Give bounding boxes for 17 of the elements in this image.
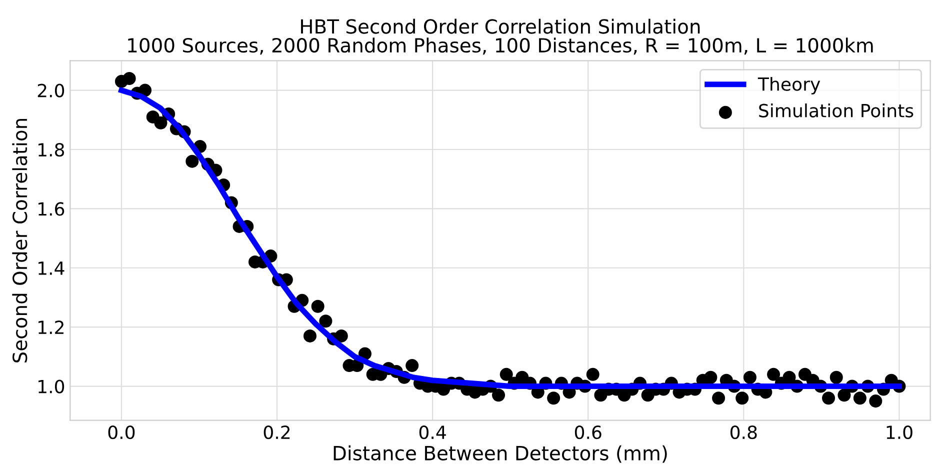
x-axis-title: Distance Between Detectors (mm)	[334, 445, 667, 463]
x-tick-label: 0.0	[108, 425, 135, 440]
y-axis-title: Second Order Correlation	[12, 118, 28, 362]
x-tick-label: 0.2	[264, 425, 290, 440]
y-tick-label: 1.8	[38, 142, 64, 157]
x-tick-label: 0.8	[730, 425, 757, 440]
legend-label: Simulation Points	[759, 103, 914, 118]
chart-title: HBT Second Order Correlation Simulation 1000 Sources, 2000 Random Phases, 100 Distances, R = 100m, L = 1000km	[128, 18, 873, 55]
x-tick-label: 0.6	[574, 425, 602, 440]
y-tick-label: 1.2	[38, 320, 64, 334]
legend-label: Theory	[758, 76, 820, 94]
y-tick-label: 1.6	[38, 202, 64, 216]
x-tick-label: 1.0	[886, 425, 912, 440]
y-tick-label: 1.0	[38, 380, 64, 394]
y-tick-label: 2.0	[38, 84, 64, 98]
x-tick-label: 0.4	[419, 425, 446, 440]
y-tick-label: 1.4	[38, 262, 64, 275]
